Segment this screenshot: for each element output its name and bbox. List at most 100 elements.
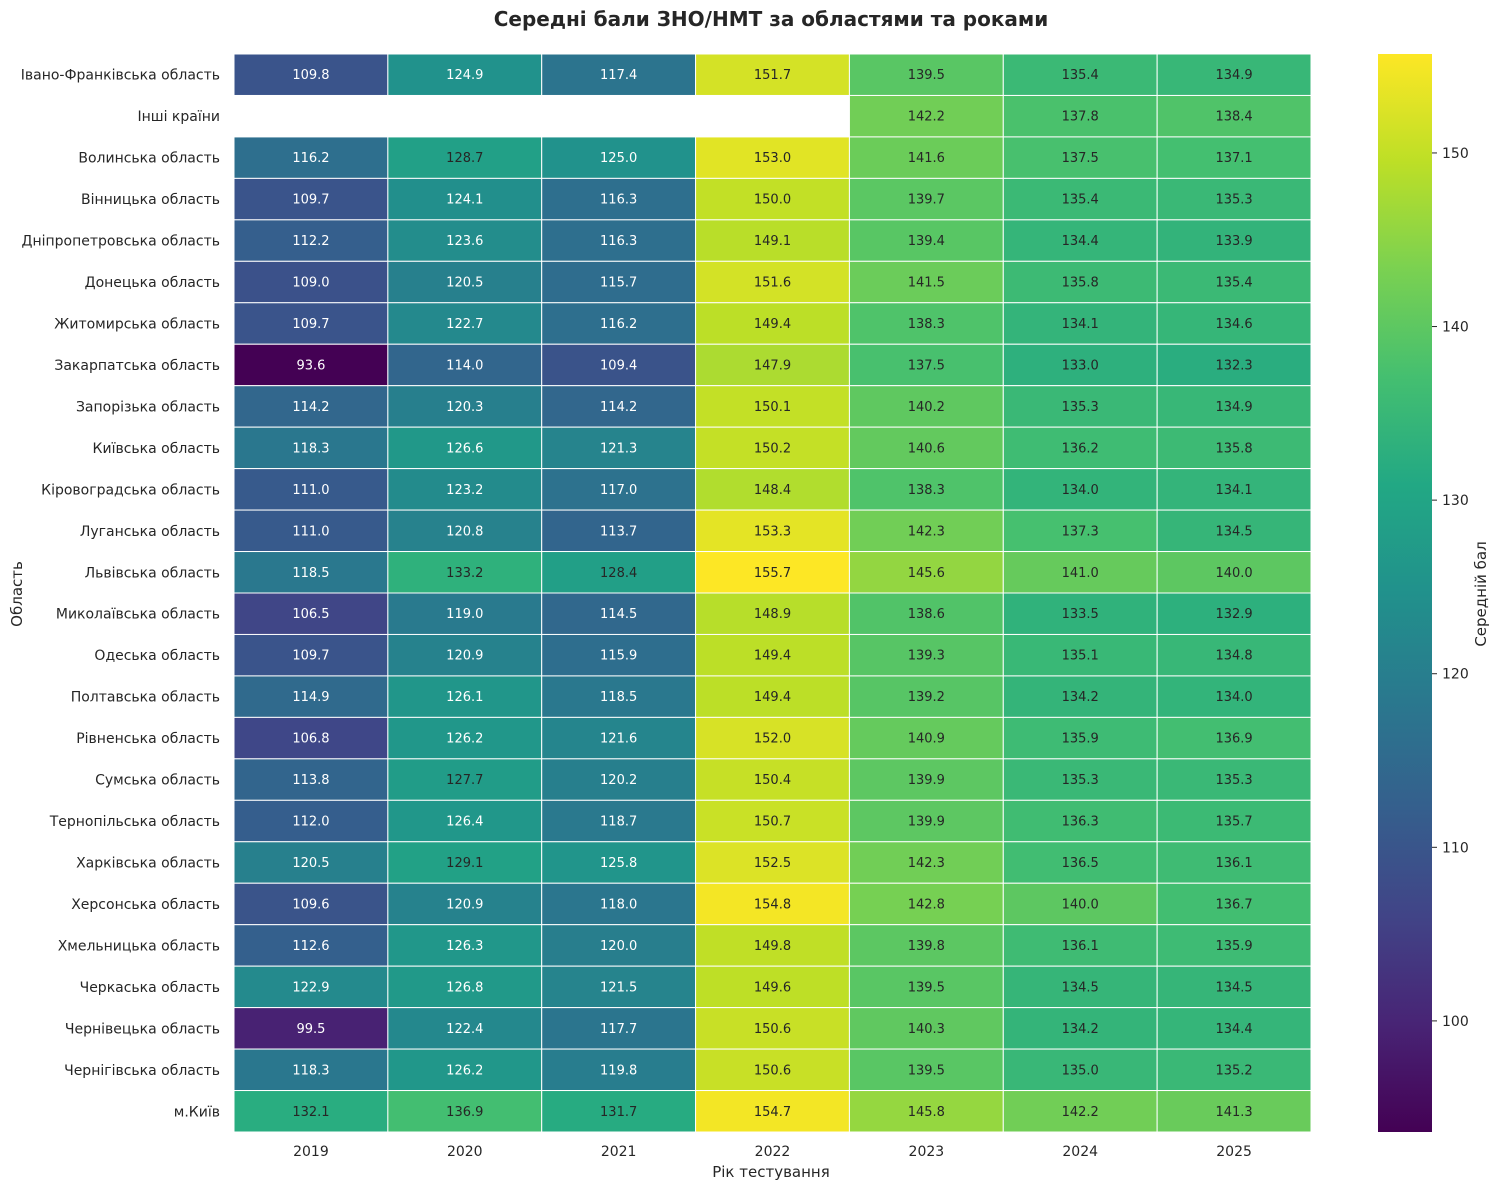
y-tick-label: Кіровоградська область [41, 482, 220, 498]
heatmap-cell [848, 758, 1004, 801]
y-tick-label: Донецька область [85, 275, 220, 291]
heatmap-cell [1002, 675, 1158, 718]
heatmap-cell [387, 177, 543, 221]
x-axis-ticks: 2019 2020 2021 2022 2023 2024 2025 [293, 1144, 1252, 1160]
cell-value-label: 118.3 [292, 441, 329, 456]
cell-value-label: 135.3 [1062, 773, 1099, 788]
cell-value-label: 139.9 [908, 815, 945, 830]
cell-value-label: 126.8 [446, 980, 483, 995]
heatmap-cell [387, 799, 543, 843]
heatmap-cell [1156, 136, 1312, 179]
cell-value-label: 121.5 [600, 980, 637, 995]
heatmap-cell [233, 468, 389, 511]
heatmap-cell [848, 592, 1004, 635]
heatmap-cell [1156, 302, 1312, 345]
heatmap-cell [848, 260, 1004, 304]
y-tick-label: Вінницька область [81, 192, 220, 208]
x-tick-label: 2020 [447, 1144, 483, 1160]
cell-value-label: 118.7 [600, 815, 637, 830]
cell-value-label: 138.3 [908, 317, 945, 332]
cell-value-label: 127.7 [446, 773, 483, 788]
heatmap-cell [233, 965, 389, 1009]
cell-value-label: 126.6 [446, 441, 483, 456]
heatmap-cell [541, 468, 697, 511]
y-tick-label: Сумська область [95, 773, 220, 789]
cell-value-label: 106.8 [292, 732, 329, 747]
cell-value-label: 151.6 [754, 276, 791, 291]
x-tick-label: 2021 [601, 1144, 637, 1160]
heatmap-cell [1002, 343, 1158, 387]
cell-value-label: 115.9 [600, 649, 637, 664]
heatmap-cell [233, 177, 389, 221]
cell-value-label: 134.5 [1215, 980, 1252, 995]
cell-value-label: 142.3 [908, 856, 945, 871]
cell-value-label: 135.9 [1215, 939, 1252, 954]
x-axis-label: Рік тестування [712, 1163, 830, 1181]
heatmap-cell [1156, 841, 1312, 884]
y-tick-label: Волинська область [78, 151, 220, 167]
cell-value-label: 150.4 [754, 773, 791, 788]
heatmap-cell [233, 219, 389, 262]
cell-value-label: 118.5 [600, 690, 637, 705]
heatmap-cell [1156, 343, 1312, 387]
cell-value-label: 134.4 [1062, 234, 1099, 249]
heatmap-cell [541, 177, 697, 221]
cell-value-label: 116.2 [600, 317, 637, 332]
cell-value-label: 120.9 [446, 649, 483, 664]
colorbar-tick-label: 100 [1442, 1014, 1469, 1030]
cell-value-label: 137.3 [1062, 524, 1099, 539]
heatmap-cell [1156, 882, 1312, 926]
heatmap-cell [848, 841, 1004, 884]
cell-value-label: 150.1 [754, 400, 791, 415]
cell-value-label: 126.1 [446, 690, 483, 705]
colorbar-gradient [1378, 54, 1432, 1132]
heatmap-cell [541, 1048, 697, 1092]
heatmap-cell [1156, 758, 1312, 801]
heatmap-cell [1156, 1007, 1312, 1050]
heatmap-cell [387, 551, 543, 594]
cell-value-label: 117.7 [600, 1022, 637, 1037]
cell-value-label: 138.4 [1215, 110, 1252, 125]
cell-value-label: 139.7 [908, 193, 945, 208]
heatmap-cell [541, 53, 697, 96]
heatmap-cell [695, 343, 850, 387]
heatmap-cell [233, 302, 389, 345]
cell-value-label: 139.5 [908, 68, 945, 83]
y-tick-label: Чернігівська область [64, 1063, 220, 1079]
heatmap-cell [541, 343, 697, 387]
cell-value-label: 149.4 [754, 317, 791, 332]
heatmap-cell [1156, 716, 1312, 760]
cell-value-label: 134.5 [1215, 524, 1252, 539]
heatmap-cell [695, 302, 850, 345]
heatmap-cell [695, 716, 850, 760]
heatmap-cell [387, 841, 543, 884]
cell-value-label: 134.2 [1062, 1022, 1099, 1037]
heatmap-cell [695, 758, 850, 801]
cell-value-label: 138.6 [908, 607, 945, 622]
heatmap-cell [1002, 758, 1158, 801]
heatmap-cell [1002, 841, 1158, 884]
heatmap-cell [1156, 924, 1312, 967]
cell-value-label: 114.2 [292, 400, 329, 415]
colorbar-label: Середній бал [1472, 541, 1490, 646]
y-tick-label: м.Київ [174, 1104, 220, 1120]
heatmap-cell [1002, 509, 1158, 553]
heatmap-cell [1002, 924, 1158, 967]
heatmap-cell [695, 468, 850, 511]
heatmap-cell [387, 385, 543, 428]
colorbar-tick-label: 130 [1442, 493, 1469, 509]
heatmap-cell [1156, 633, 1312, 677]
heatmap-cell [695, 924, 850, 967]
heatmap-cell [695, 592, 850, 635]
colorbar-tick-label: 120 [1442, 667, 1469, 683]
heatmap-cell [1002, 965, 1158, 1009]
cell-value-label: 145.8 [908, 1105, 945, 1120]
cell-value-label: 123.6 [446, 234, 483, 249]
cell-value-label: 141.3 [1215, 1105, 1252, 1120]
y-tick-label: Рівненська область [76, 731, 220, 747]
cell-value-label: 126.3 [446, 939, 483, 954]
cell-value-label: 120.0 [600, 939, 637, 954]
heatmap-cell [233, 675, 389, 718]
cell-value-label: 118.5 [292, 566, 329, 581]
cell-value-label: 136.7 [1215, 897, 1252, 912]
